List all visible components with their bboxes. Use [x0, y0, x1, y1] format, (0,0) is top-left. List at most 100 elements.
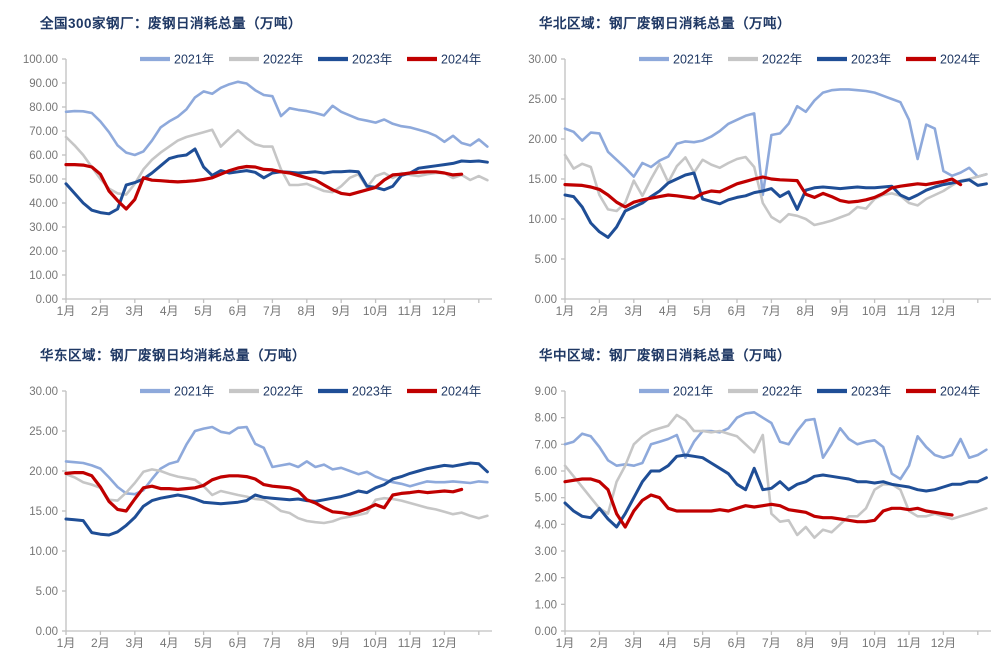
- legend-label-2022年: 2022年: [762, 385, 802, 399]
- x-tick-label: 10月: [363, 636, 388, 650]
- series-line-2024年: [563, 175, 963, 209]
- x-tick-label: 8月: [297, 636, 316, 650]
- y-tick-label: 80.00: [29, 102, 58, 114]
- series-line-2024年: [563, 477, 954, 529]
- series-line-2024年: [64, 163, 464, 211]
- chart-north-china: 华北区域：钢厂废钢日消耗总量（万吨） 0.00 5.00 10.00 15.00 20.…: [499, 0, 999, 332]
- x-tick-label: 7月: [762, 636, 781, 650]
- chart-canvas: 0.00 10.00 20.00 30.00 40.00 50.00 60.00 70.00 8…: [23, 53, 492, 318]
- series-line-2022年: [64, 468, 489, 525]
- chart-canvas: 0.00 5.00 10.00 15.00 20.00 25.00 30.00 1月 2月 3月 4…: [528, 53, 991, 318]
- legend-label-2024年: 2024年: [441, 385, 481, 399]
- legend-label-2023年: 2023年: [851, 385, 891, 399]
- x-tick-label: 9月: [831, 304, 850, 318]
- y-tick-label: 90.00: [29, 78, 58, 90]
- legend-label-2022年: 2022年: [762, 53, 802, 67]
- y-tick-label: 5.00: [36, 586, 58, 598]
- x-tick-label: 12月: [432, 636, 457, 650]
- x-tick-label: 4月: [160, 636, 179, 650]
- x-tick-label: 2月: [590, 636, 609, 650]
- x-tick-label: 1月: [57, 304, 76, 318]
- y-tick-label: 6.00: [535, 466, 557, 478]
- y-tick-label: 5.00: [535, 254, 557, 266]
- legend-label-2021年: 2021年: [673, 53, 713, 67]
- series-line-2024年: [64, 470, 464, 516]
- x-tick-label: 8月: [297, 304, 316, 318]
- legend-label-2021年: 2021年: [174, 385, 214, 399]
- chart-east-china: 华东区域：钢厂废钢日均消耗总量（万吨） 0.00 5.00 10.00 15.00 20…: [0, 332, 499, 665]
- y-tick-label: 0.00: [36, 294, 58, 306]
- x-tick-label: 7月: [762, 304, 781, 318]
- y-tick-label: 0.00: [535, 626, 557, 638]
- y-tick-label: 50.00: [29, 174, 58, 186]
- y-tick-label: 10.00: [29, 546, 58, 558]
- x-tick-label: 5月: [194, 304, 213, 318]
- x-tick-label: 6月: [229, 304, 248, 318]
- x-tick-label: 9月: [332, 636, 351, 650]
- y-tick-label: 100.00: [23, 54, 58, 66]
- x-tick-label: 3月: [125, 636, 144, 650]
- x-tick-label: 2月: [91, 636, 110, 650]
- series-line-2021年: [64, 425, 489, 496]
- y-tick-label: 20.00: [29, 466, 58, 478]
- series-line-2021年: [563, 410, 988, 481]
- chart-title: 华东区域：钢厂废钢日均消耗总量（万吨）: [40, 348, 306, 363]
- chart-national-300-mills: 全国300家钢厂：废钢日消耗总量（万吨） 0.00 10.00 20.00 30.00…: [0, 0, 499, 332]
- x-tick-label: 2月: [590, 304, 609, 318]
- x-tick-label: 10月: [363, 304, 388, 318]
- y-tick-label: 5.00: [535, 493, 557, 505]
- series-line-2021年: [563, 88, 988, 197]
- legend-label-2022年: 2022年: [263, 385, 303, 399]
- y-tick-label: 30.00: [528, 54, 557, 66]
- y-tick-label: 2.00: [535, 573, 557, 585]
- y-tick-label: 7.00: [535, 439, 557, 451]
- x-tick-label: 8月: [796, 636, 815, 650]
- x-tick-label: 6月: [728, 304, 747, 318]
- chart-title: 全国300家钢厂：废钢日消耗总量（万吨）: [40, 16, 303, 31]
- y-tick-label: 15.00: [528, 174, 557, 186]
- series-line-2023年: [563, 453, 988, 529]
- x-tick-label: 4月: [160, 304, 179, 318]
- x-tick-label: 11月: [398, 636, 422, 650]
- y-tick-label: 20.00: [528, 134, 557, 146]
- y-tick-label: 30.00: [29, 386, 58, 398]
- x-tick-label: 1月: [556, 636, 575, 650]
- x-tick-label: 9月: [831, 636, 850, 650]
- legend-label-2023年: 2023年: [352, 385, 392, 399]
- legend-label-2022年: 2022年: [263, 53, 303, 67]
- x-tick-label: 4月: [659, 636, 678, 650]
- chart-canvas: 0.00 1.00 2.00 3.00 4.00 5.00 6.00 7.00 8.00 9.00…: [535, 385, 991, 650]
- x-tick-label: 11月: [897, 304, 921, 318]
- x-tick-label: 7月: [263, 304, 282, 318]
- series-line-2022年: [563, 413, 988, 539]
- x-tick-label: 1月: [556, 304, 575, 318]
- y-tick-label: 25.00: [29, 426, 58, 438]
- x-tick-label: 12月: [432, 304, 457, 318]
- series-line-2023年: [64, 461, 489, 537]
- y-tick-label: 10.00: [29, 270, 58, 282]
- legend-label-2021年: 2021年: [174, 53, 214, 67]
- y-tick-label: 1.00: [535, 599, 557, 611]
- legend-label-2023年: 2023年: [352, 53, 392, 67]
- legend-label-2024年: 2024年: [940, 53, 980, 67]
- x-tick-label: 11月: [897, 636, 921, 650]
- x-tick-label: 12月: [931, 636, 956, 650]
- x-tick-label: 6月: [229, 636, 248, 650]
- x-tick-label: 10月: [862, 636, 887, 650]
- x-tick-label: 3月: [125, 304, 144, 318]
- x-tick-label: 5月: [693, 304, 712, 318]
- series-line-2022年: [563, 153, 988, 227]
- x-tick-label: 5月: [194, 636, 213, 650]
- y-tick-label: 9.00: [535, 386, 557, 398]
- y-tick-label: 0.00: [36, 626, 58, 638]
- y-tick-label: 20.00: [29, 246, 58, 258]
- chart-title: 华北区域：钢厂废钢日消耗总量（万吨）: [539, 16, 791, 31]
- legend-label-2021年: 2021年: [673, 385, 713, 399]
- chart-central-china: 华中区域：钢厂废钢日消耗总量（万吨） 0.00 1.00 2.00 3.00 4.00 5…: [499, 332, 999, 665]
- legend-label-2023年: 2023年: [851, 53, 891, 67]
- y-tick-label: 40.00: [29, 198, 58, 210]
- x-tick-label: 1月: [57, 636, 76, 650]
- series-line-2021年: [64, 80, 489, 157]
- x-tick-label: 4月: [659, 304, 678, 318]
